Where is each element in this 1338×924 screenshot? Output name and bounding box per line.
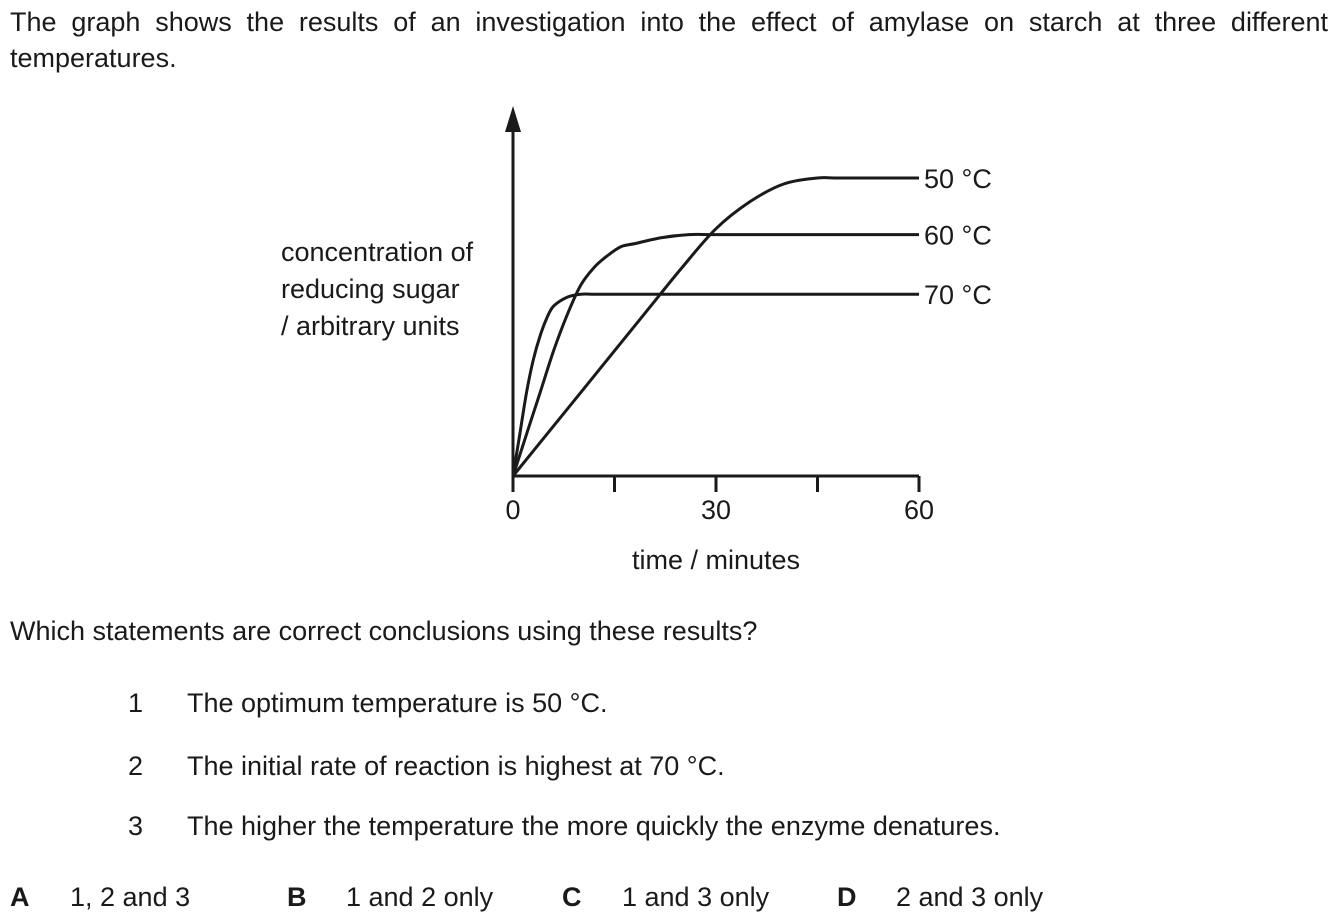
option-c-letter[interactable]: C [562,882,582,912]
y-axis-label: concentration of reducing sugar / arbitr… [281,234,473,345]
x-tick-label: 30 [701,495,731,525]
statement-text: The higher the temperature the more quic… [187,811,1001,841]
chart-series [511,176,919,477]
series-line-3 [511,292,919,477]
y-axis-label-line-1: concentration of [281,237,474,267]
statement-number: 2 [128,751,144,781]
x-tick-label: 0 [505,495,520,525]
x-tick-label: 60 [904,495,934,525]
option-a-text[interactable]: 1, 2 and 3 [70,882,191,912]
line-chart: 0 30 60 time / minutes 50 °C 60 °C 70 °C [505,106,992,575]
chart-labels: 0 30 60 time / minutes 50 °C 60 °C 70 °C [505,164,991,575]
y-axis-arrow-icon [505,106,521,132]
intro-text: The graph shows the results of an invest… [10,7,1328,73]
statement-text: The initial rate of reaction is highest … [187,751,725,781]
option-b-text[interactable]: 1 and 2 only [346,882,494,912]
question-text: Which statements are correct conclusions… [10,616,758,646]
y-axis-label-line-2: reducing sugar [281,274,460,304]
option-d-text[interactable]: 2 and 3 only [896,882,1044,912]
option-b-letter[interactable]: B [287,882,307,912]
chart-axes [505,106,919,478]
answer-options: A 1, 2 and 3 B 1 and 2 only C 1 and 3 on… [0,882,1338,918]
series-label-2: 60 °C [924,221,992,251]
option-d-letter[interactable]: D [837,882,857,912]
series-label-3: 70 °C [924,280,992,310]
y-axis-label-line-3: / arbitrary units [281,311,460,341]
x-axis-ticks [511,476,921,492]
option-c-text[interactable]: 1 and 3 only [622,882,770,912]
statement-number: 3 [128,811,144,841]
series-line-1 [511,176,919,477]
statement-text: The optimum temperature is 50 °C. [187,688,608,718]
x-axis-label: time / minutes [632,545,800,575]
series-line-2 [511,232,919,477]
series-label-1: 50 °C [924,164,992,194]
statement-number: 1 [128,688,144,718]
option-a-letter[interactable]: A [10,882,30,912]
